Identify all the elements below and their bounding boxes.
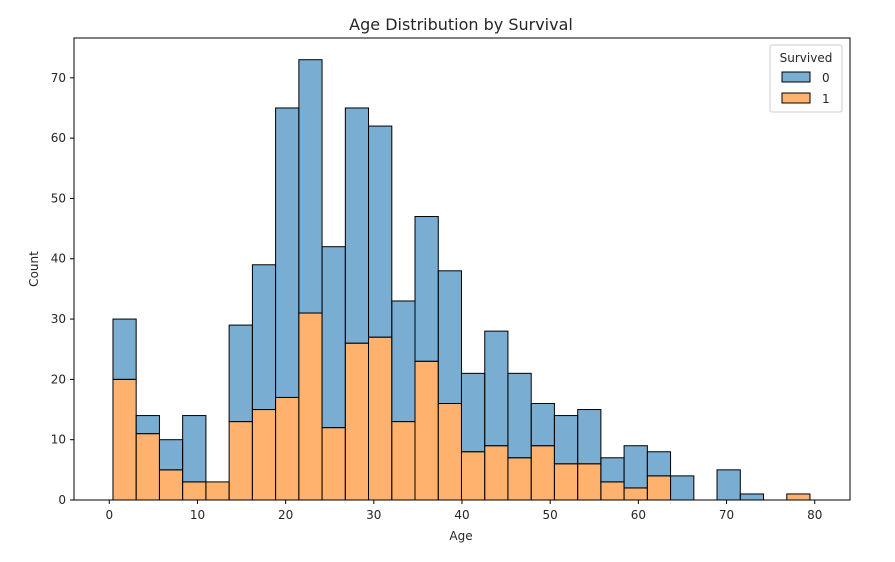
x-tick-label: 30: [366, 508, 381, 522]
x-tick-label: 20: [278, 508, 293, 522]
bar-survived-0-2: [158, 439, 184, 471]
bar-survived-0-8: [298, 59, 323, 314]
x-tick-label: 70: [719, 508, 734, 522]
bar-survived-0-26: [716, 469, 741, 501]
y-axis: 0 10 20 30 40 50 60 70: [51, 71, 74, 507]
bar-survived-0-19: [553, 415, 579, 465]
bar-survived-1-7: [275, 396, 300, 501]
bar-survived-1-10: [344, 342, 370, 501]
bars-layer: [112, 59, 811, 501]
y-axis-label: Count: [27, 251, 41, 287]
bar-survived-1-5: [228, 421, 253, 501]
bar-survived-0-15: [460, 372, 486, 453]
x-tick-label: 50: [543, 508, 558, 522]
bar-survived-1-15: [460, 451, 486, 501]
y-tick-label: 70: [51, 71, 66, 85]
bar-survived-1-0: [112, 378, 137, 501]
legend-swatch-1: [781, 92, 811, 104]
bar-survived-0-21: [600, 457, 625, 483]
chart-title: Age Distribution by Survival: [349, 15, 573, 34]
y-tick-label: 40: [51, 252, 66, 266]
x-axis: 0 10 20 30 40 50 60 70 80: [105, 500, 822, 522]
bar-survived-1-21: [600, 481, 625, 501]
legend-swatch-0: [781, 71, 811, 83]
x-tick-label: 40: [454, 508, 469, 522]
bar-survived-0-11: [368, 125, 393, 338]
y-tick-label: 0: [58, 493, 66, 507]
bar-survived-0-3: [182, 415, 207, 483]
bar-survived-0-13: [414, 216, 439, 362]
bar-survived-1-6: [251, 409, 277, 501]
bar-survived-1-4: [205, 481, 230, 501]
bar-survived-1-20: [577, 463, 602, 501]
y-tick-label: 60: [51, 131, 66, 145]
bar-survived-1-16: [484, 445, 509, 501]
bar-survived-1-1: [135, 433, 160, 501]
bar-survived-0-18: [530, 402, 555, 447]
legend-label-0: 0: [822, 71, 830, 85]
bar-survived-0-5: [228, 324, 253, 423]
legend: Survived 0 1: [769, 44, 843, 113]
bar-survived-0-24: [670, 475, 695, 501]
y-tick-label: 30: [51, 312, 66, 326]
legend-title: Survived: [780, 51, 833, 65]
bar-survived-0-22: [623, 445, 648, 489]
bar-survived-0-7: [275, 107, 300, 398]
bar-survived-0-6: [251, 264, 277, 411]
bar-survived-0-23: [646, 451, 672, 477]
bar-survived-1-23: [646, 475, 672, 501]
y-tick-label: 20: [51, 372, 66, 386]
bar-survived-1-14: [437, 402, 462, 501]
x-axis-label: Age: [449, 529, 472, 543]
bar-survived-1-22: [623, 487, 648, 501]
bar-survived-0-17: [507, 372, 532, 459]
x-tick-label: 0: [105, 508, 113, 522]
bar-survived-0-14: [437, 270, 462, 404]
bar-survived-1-17: [507, 457, 532, 501]
bar-survived-0-27: [739, 493, 764, 501]
bar-survived-1-2: [158, 469, 184, 501]
bar-survived-1-29: [786, 493, 811, 501]
x-tick-label: 10: [190, 508, 205, 522]
bar-survived-1-8: [298, 312, 323, 501]
bar-survived-0-16: [484, 330, 509, 447]
x-tick-label: 80: [807, 508, 822, 522]
bar-survived-0-12: [391, 300, 416, 423]
y-tick-label: 10: [51, 433, 66, 447]
bar-survived-1-11: [368, 336, 393, 501]
bar-survived-0-1: [135, 415, 160, 435]
legend-label-1: 1: [822, 92, 830, 106]
bar-survived-1-18: [530, 445, 555, 501]
bar-survived-1-9: [321, 427, 346, 501]
bar-survived-0-20: [577, 409, 602, 465]
bar-survived-0-0: [112, 318, 137, 380]
y-tick-label: 50: [51, 191, 66, 205]
bar-survived-1-13: [414, 360, 439, 501]
bar-survived-1-3: [182, 481, 207, 501]
bar-survived-1-19: [553, 463, 579, 501]
bar-survived-1-12: [391, 421, 416, 501]
bar-survived-0-10: [344, 107, 370, 344]
bar-survived-0-9: [321, 246, 346, 429]
x-tick-label: 60: [631, 508, 646, 522]
